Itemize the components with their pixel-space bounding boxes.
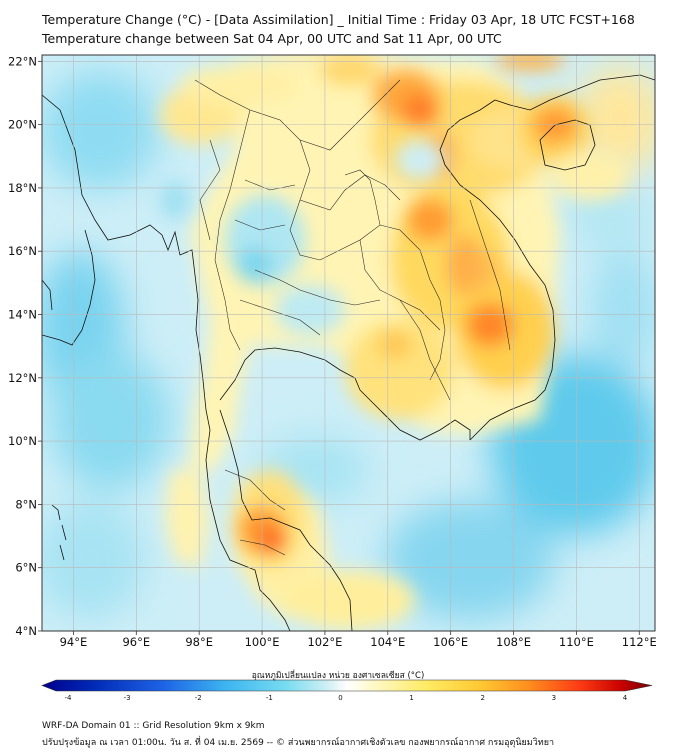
colorbar: -4 -3 -2 -1 0 1 2 3 4	[41, 679, 653, 702]
colorbar-tick-label: 1	[409, 694, 413, 702]
colorbar-tick-label: -1	[266, 694, 273, 702]
lat-tick-label: 12°N	[8, 371, 37, 385]
footer-credit: ปรับปรุงข้อมูล ณ เวลา 01:00น. วัน ส. ที่…	[42, 738, 555, 748]
lat-tick-label: 18°N	[8, 181, 37, 195]
axis-ticks: 94°E 96°E 98°E 100°E 102°E 104°E 106°E 108°E 110…	[8, 54, 657, 649]
lon-tick-label: 108°E	[496, 635, 531, 649]
colorbar-tick-label: -4	[65, 694, 73, 702]
chart-title: Temperature Change (°C) - [Data Assimila…	[42, 12, 635, 27]
lat-tick-label: 10°N	[8, 434, 37, 448]
coastlines	[42, 74, 655, 631]
lat-tick-label: 22°N	[8, 54, 37, 68]
footer-model-info: WRF-DA Domain 01 :: Grid Resolution 9km …	[42, 721, 265, 731]
colorbar-tick-label: 2	[481, 694, 485, 702]
colorbar-title: อุณหภูมิเปลี่ยนแปลง หน่วย องศาเซลเซียส (…	[251, 671, 425, 681]
lon-tick-label: 100°E	[245, 635, 280, 649]
chart-subtitle: Temperature change between Sat 04 Apr, 0…	[42, 31, 502, 46]
lon-tick-label: 98°E	[185, 635, 213, 649]
lon-tick-label: 104°E	[370, 635, 405, 649]
colorbar-tick-label: -3	[124, 694, 131, 702]
colorbar-tick-label: -2	[195, 694, 202, 702]
lon-tick-label: 94°E	[60, 635, 88, 649]
colorbar-tick-label: 4	[623, 694, 628, 702]
lat-tick-label: 14°N	[8, 308, 37, 322]
temperature-field	[42, 55, 655, 631]
lon-tick-label: 112°E	[622, 635, 657, 649]
lat-tick-label: 6°N	[15, 561, 37, 575]
lat-tick-label: 8°N	[15, 497, 37, 511]
map-figure: 94°E 96°E 98°E 100°E 102°E 104°E 106°E 108°E 110…	[8, 54, 657, 702]
lat-tick-label: 4°N	[15, 624, 37, 638]
map-frame	[41, 54, 656, 632]
lon-tick-label: 106°E	[433, 635, 468, 649]
colorbar-tick-label: 0	[338, 694, 342, 702]
lon-tick-label: 102°E	[307, 635, 342, 649]
lon-tick-label: 110°E	[559, 635, 594, 649]
lat-tick-label: 20°N	[8, 118, 37, 132]
colorbar-tick-label: 3	[552, 694, 556, 702]
lat-tick-label: 16°N	[8, 244, 37, 258]
lon-tick-label: 96°E	[122, 635, 150, 649]
